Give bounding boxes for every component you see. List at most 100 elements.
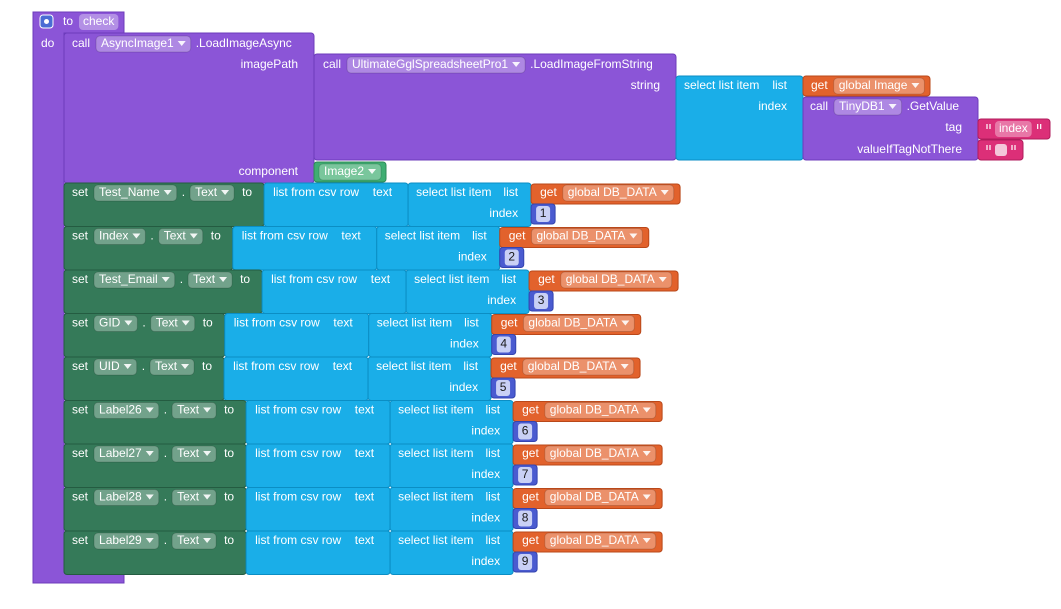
set-keyword: set bbox=[72, 316, 89, 330]
csv-label: list from csv row bbox=[233, 359, 319, 373]
to-keyword: to bbox=[203, 316, 213, 330]
socket-label: index bbox=[471, 511, 500, 525]
csv-label: list from csv row bbox=[273, 185, 359, 199]
component-value-dropdown bbox=[318, 163, 382, 181]
property-name-dropdown bbox=[171, 489, 217, 506]
method-name: .GetValue bbox=[907, 99, 960, 113]
string-block bbox=[977, 118, 1051, 140]
socket-label: index bbox=[471, 424, 500, 438]
set-keyword: set bbox=[72, 533, 89, 547]
variable-name: global DB_DATA bbox=[550, 446, 639, 460]
dropdown-arrow bbox=[203, 538, 212, 543]
socket-label: list bbox=[485, 446, 500, 460]
empty-string-field bbox=[995, 144, 1007, 156]
component-name: Test_Email bbox=[99, 272, 158, 286]
dropdown-arrow bbox=[132, 233, 141, 239]
get-block bbox=[802, 75, 931, 97]
get-block bbox=[512, 401, 663, 422]
component-name-dropdown bbox=[93, 271, 176, 289]
variable-name: global DB_DATA bbox=[568, 185, 657, 199]
dot: . bbox=[142, 359, 145, 373]
component-name-dropdown bbox=[95, 35, 192, 53]
csv-label: list from csv row bbox=[255, 403, 341, 417]
socket-label: index bbox=[458, 250, 487, 264]
number-value: 3 bbox=[538, 293, 545, 307]
select-label: select list item bbox=[416, 185, 491, 199]
socket-label: text bbox=[355, 446, 375, 460]
csv-label: list from csv row bbox=[242, 229, 328, 243]
get-keyword: get bbox=[501, 316, 518, 330]
dropdown-arrow bbox=[189, 233, 198, 239]
component-name: Index bbox=[99, 229, 128, 243]
dropdown-arrow bbox=[642, 494, 651, 500]
set-keyword: set bbox=[72, 359, 89, 373]
property-name: Text bbox=[177, 446, 200, 460]
string-field bbox=[995, 121, 1032, 137]
component-name-dropdown bbox=[93, 532, 160, 550]
socket-label: text bbox=[341, 229, 361, 243]
set-keyword: set bbox=[72, 403, 89, 417]
method-name: .LoadImageFromString bbox=[530, 57, 653, 71]
get-block bbox=[512, 444, 663, 466]
dropdown-arrow bbox=[642, 407, 651, 413]
get-block bbox=[512, 531, 663, 553]
variable-name-dropdown bbox=[560, 271, 673, 289]
csv-label: list from csv row bbox=[255, 533, 341, 547]
property-name-dropdown bbox=[189, 184, 235, 202]
dropdown-arrow bbox=[512, 62, 521, 67]
property-name: Text bbox=[155, 359, 178, 373]
number-field bbox=[496, 336, 511, 353]
variable-name-dropdown bbox=[562, 184, 675, 202]
quote-close bbox=[1037, 124, 1042, 129]
property-name-dropdown bbox=[150, 315, 196, 332]
variable-name: global DB_DATA bbox=[528, 359, 617, 373]
property-name: Text bbox=[177, 403, 200, 417]
socket-label: component bbox=[239, 164, 299, 178]
dropdown-arrow bbox=[658, 277, 667, 282]
dot: . bbox=[142, 316, 145, 330]
dot: . bbox=[164, 403, 167, 417]
procedure-keyword: to bbox=[63, 14, 73, 28]
dropdown-arrow bbox=[888, 104, 897, 109]
socket-label: valueIfTagNotThere bbox=[857, 142, 962, 156]
dropdown-arrow bbox=[177, 41, 186, 46]
socket-label: index bbox=[758, 99, 787, 113]
property-name: Text bbox=[195, 185, 218, 199]
variable-name-dropdown bbox=[544, 489, 657, 506]
dropdown-arrow bbox=[642, 538, 651, 543]
socket-label: list bbox=[503, 185, 518, 199]
dropdown-arrow bbox=[145, 538, 154, 543]
number-field bbox=[496, 380, 511, 396]
dropdown-arrow bbox=[660, 190, 669, 195]
dropdown-arrow bbox=[123, 364, 132, 369]
variable-name: global DB_DATA bbox=[566, 272, 655, 286]
number-value: 8 bbox=[522, 511, 529, 525]
call-block bbox=[63, 32, 315, 184]
select-label: select list item bbox=[385, 229, 460, 243]
socket-label: text bbox=[355, 533, 375, 547]
set-keyword: set bbox=[72, 490, 89, 504]
component-name: Label26 bbox=[99, 403, 142, 417]
method-name: .LoadImageAsync bbox=[196, 36, 292, 50]
get-keyword: get bbox=[522, 446, 539, 460]
component-name: UID bbox=[99, 359, 120, 373]
dropdown-arrow bbox=[145, 451, 154, 456]
dot: . bbox=[182, 185, 185, 199]
dropdown-arrow bbox=[145, 407, 154, 413]
select-label: select list item bbox=[398, 533, 473, 547]
number-field bbox=[536, 206, 551, 222]
dropdown-arrow bbox=[219, 277, 228, 282]
socket-label: text bbox=[333, 359, 353, 373]
csv-label: list from csv row bbox=[255, 490, 341, 504]
select-label: select list item bbox=[684, 78, 759, 92]
procedure-name-field bbox=[79, 14, 119, 30]
select-label: select list item bbox=[376, 359, 451, 373]
dropdown-arrow bbox=[163, 190, 172, 195]
component-name-dropdown bbox=[93, 489, 160, 506]
number-value: 4 bbox=[500, 337, 507, 351]
property-name: Text bbox=[156, 316, 179, 330]
variable-name: global DB_DATA bbox=[536, 229, 625, 243]
socket-label: index bbox=[471, 554, 500, 568]
dropdown-arrow bbox=[203, 451, 212, 456]
property-name: Text bbox=[177, 490, 200, 504]
